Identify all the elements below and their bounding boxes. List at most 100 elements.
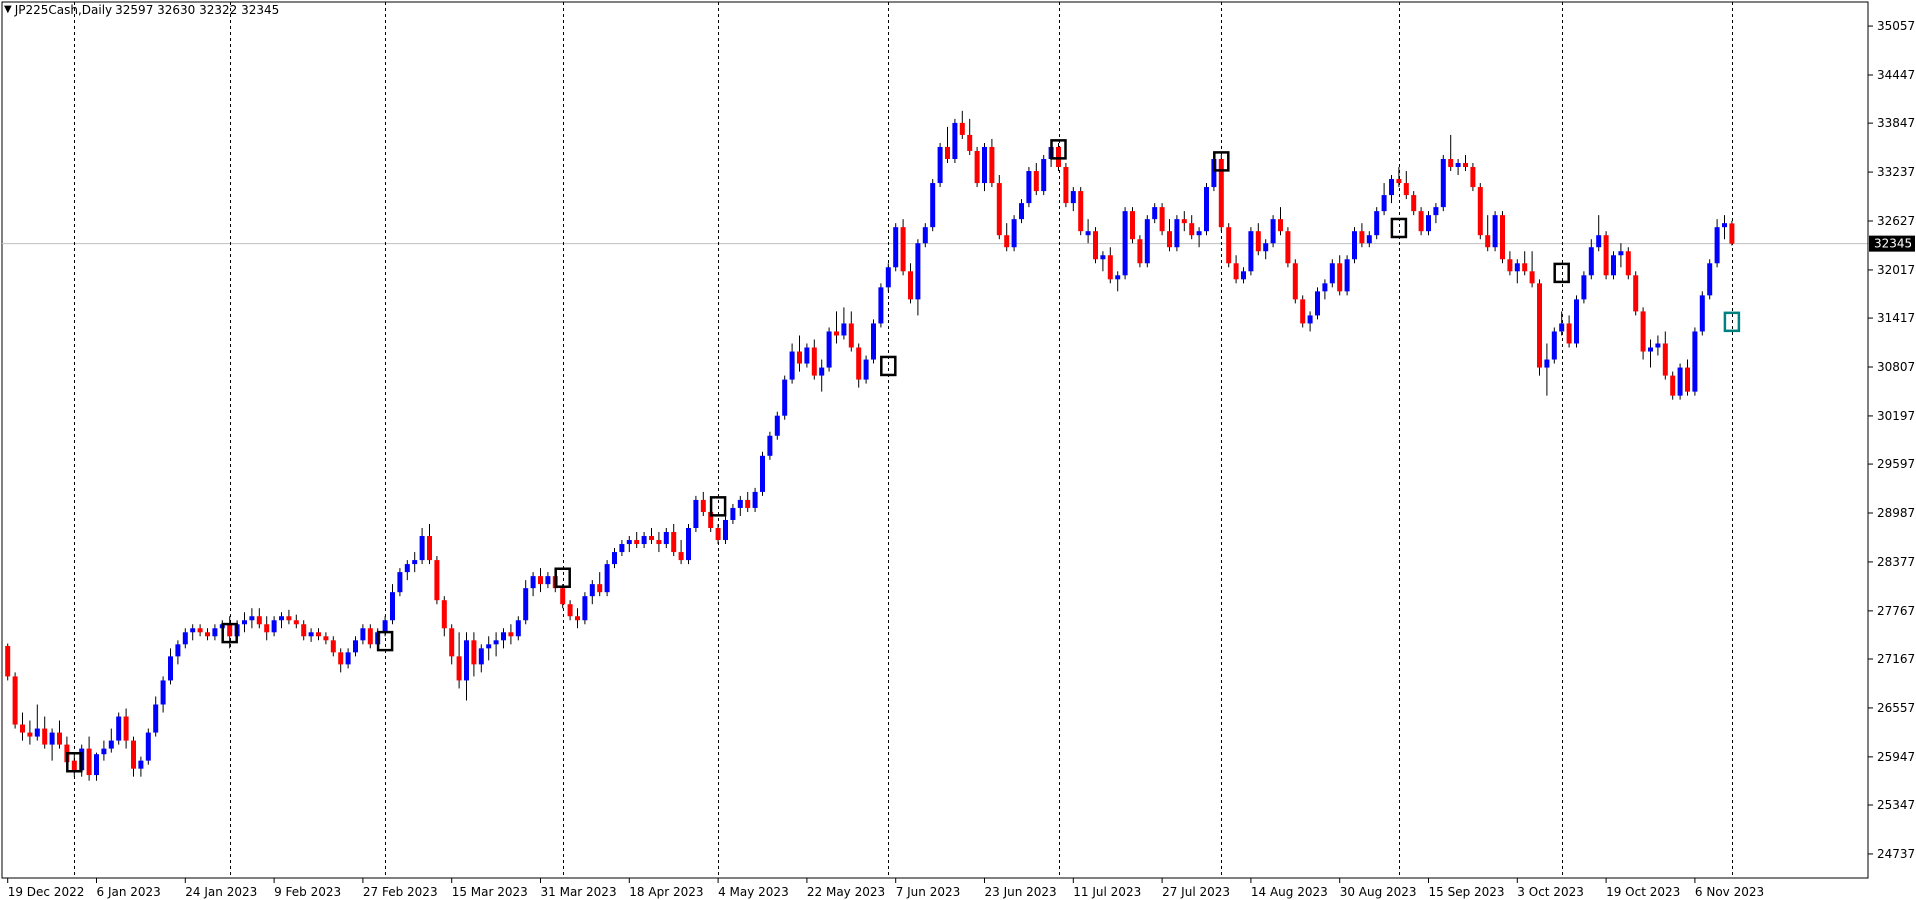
candle-body: [996, 183, 1002, 236]
candle-body: [330, 640, 336, 653]
candle-221: [1640, 307, 1646, 360]
symbol-period-label: JP225Cash,Daily: [14, 3, 113, 17]
candle-12: [94, 752, 99, 781]
candle-body: [286, 616, 292, 621]
candle-2: [20, 712, 25, 741]
candle-body: [1426, 215, 1431, 232]
candle-33: [249, 608, 255, 629]
candle-103: [767, 431, 773, 460]
candle-body: [168, 656, 173, 681]
candle-18: [138, 756, 144, 777]
candle-body: [1677, 367, 1683, 396]
candle-body: [205, 632, 210, 637]
candle-81: [604, 560, 610, 597]
candle-107: [797, 335, 802, 372]
candle-body: [1655, 343, 1661, 348]
candle-83: [619, 540, 625, 557]
candle-body: [1692, 331, 1698, 392]
candle-body: [1500, 215, 1505, 260]
x-tick-label: 24 Jan 2023: [185, 885, 257, 899]
x-tick-label: 7 Jun 2023: [896, 885, 961, 899]
candle-176: [1307, 311, 1313, 332]
candle-body: [1366, 235, 1372, 244]
candle-body: [116, 716, 122, 741]
candle-body: [1263, 243, 1269, 252]
candle-67: [501, 628, 506, 649]
candle-140: [1041, 154, 1047, 196]
candle-body: [700, 499, 706, 512]
candle-body: [834, 331, 839, 336]
candle-body: [656, 540, 662, 545]
candle-body: [1211, 158, 1217, 188]
candle-body: [1278, 219, 1283, 232]
candle-100: [745, 491, 751, 512]
signal-marker-0: [66, 751, 83, 773]
candle-body: [71, 760, 77, 771]
candle-body: [182, 632, 188, 645]
candle-body: [293, 620, 299, 625]
candle-body: [774, 415, 780, 436]
candle-28: [212, 624, 218, 641]
candle-body: [427, 536, 432, 561]
candle-body: [1130, 211, 1135, 240]
x-tick-label: 19 Oct 2023: [1606, 885, 1680, 899]
candle-body: [982, 146, 987, 184]
candle-body: [338, 652, 344, 665]
candle-body: [42, 728, 48, 745]
candle-body: [1699, 295, 1705, 332]
candle-body: [974, 150, 980, 184]
candle-body: [1285, 231, 1291, 264]
candle-226: [1677, 363, 1683, 400]
candle-25: [190, 624, 196, 641]
candle-142: [1056, 142, 1061, 172]
candle-23: [175, 640, 181, 665]
candle-180: [1337, 255, 1343, 296]
candle-body: [197, 628, 203, 633]
y-tick-label: 28987: [1877, 506, 1915, 520]
candle-body: [1485, 235, 1491, 248]
signal-marker-7: [1213, 151, 1230, 172]
candle-body: [108, 740, 114, 749]
candle-55: [412, 552, 418, 573]
candle-158: [1174, 215, 1180, 252]
candle-body: [1019, 203, 1024, 220]
candle-65: [486, 636, 492, 661]
candle-62: [464, 632, 469, 701]
candle-body: [1411, 195, 1417, 212]
y-tick-label: 27767: [1877, 604, 1915, 618]
candle-body: [767, 435, 773, 456]
candle-105: [782, 375, 788, 420]
candle-body: [131, 740, 136, 769]
candle-151: [1122, 207, 1128, 280]
candle-124: [922, 223, 928, 248]
candle-112: [834, 311, 839, 344]
candle-body: [1107, 255, 1113, 280]
candle-body: [1011, 219, 1017, 248]
y-tick-label: 34447: [1877, 68, 1915, 82]
candle-body: [1122, 211, 1128, 276]
y-tick-label: 33847: [1877, 116, 1915, 130]
candle-body: [1255, 231, 1261, 252]
candle-body: [915, 243, 921, 300]
candle-body: [922, 227, 928, 244]
candle-body: [1544, 359, 1550, 368]
candle-body: [1463, 163, 1468, 168]
candle-body: [86, 748, 92, 776]
x-tick-label: 9 Feb 2023: [274, 885, 341, 899]
y-tick-label: 25347: [1877, 798, 1915, 812]
candle-body: [1233, 263, 1239, 280]
candle-body: [360, 628, 366, 641]
chart-header: ▼ JP225Cash,Daily 32597 32630 32322 3234…: [4, 3, 279, 17]
candle-66: [493, 632, 499, 657]
candle-211: [1566, 315, 1572, 348]
candle-body: [1455, 163, 1461, 168]
candle-164: [1218, 154, 1224, 232]
candle-body: [1218, 158, 1224, 228]
candle-131: [974, 146, 980, 188]
x-tick-label: 19 Dec 2022: [8, 885, 85, 899]
candle-85: [634, 532, 640, 549]
candle-body: [1588, 247, 1594, 276]
triangle-down-icon[interactable]: ▼: [4, 4, 12, 15]
